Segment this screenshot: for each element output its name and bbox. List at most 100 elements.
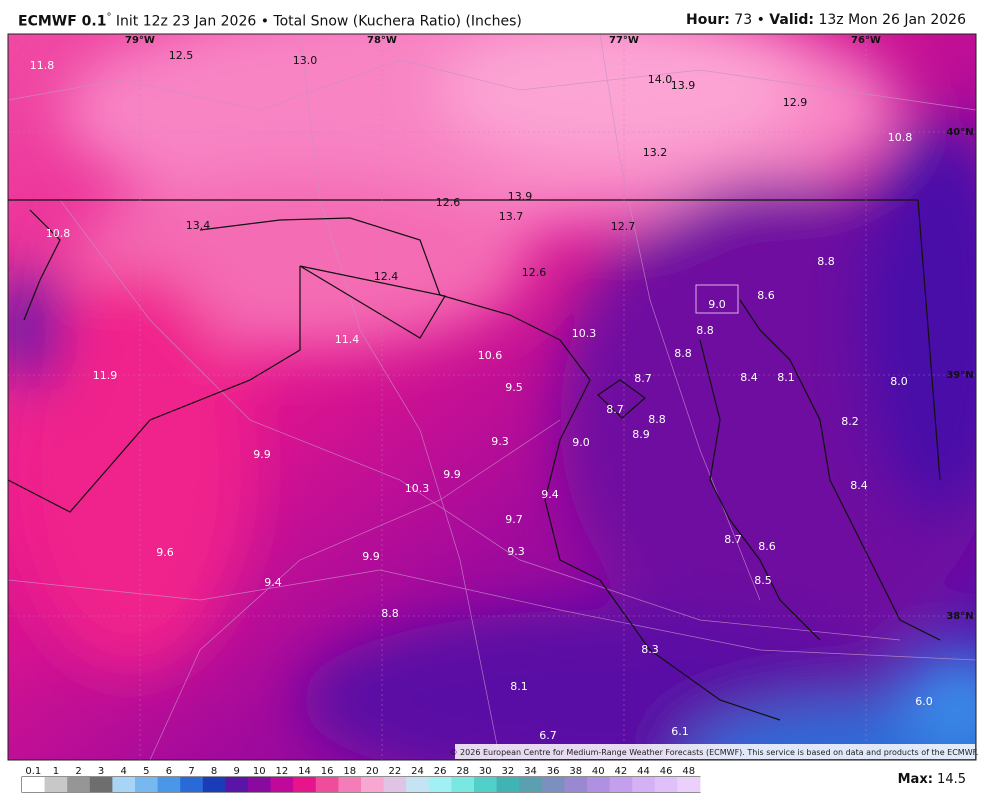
point-value: 13.9 [508,190,533,203]
point-value: 8.4 [850,479,868,492]
colorbar-label: 2 [75,766,81,777]
point-value: 8.8 [381,607,399,620]
colorbar-swatch [428,777,452,792]
colorbar-swatch [270,777,294,792]
point-value: 12.6 [522,266,547,279]
point-value: 6.1 [671,725,689,738]
colorbar-swatch [564,777,588,792]
colorbar-swatch [293,777,317,792]
point-value: 10.3 [405,482,430,495]
point-value: 8.8 [674,347,692,360]
geo-label: 38°N [946,611,973,622]
point-value: 11.8 [30,59,55,72]
colorbar-swatch [541,777,565,792]
point-value: 8.5 [754,574,772,587]
point-value: 9.5 [505,381,523,394]
point-value: 9.9 [362,550,380,563]
point-value: 13.9 [671,79,696,92]
point-value: 10.6 [478,349,503,362]
point-value: 9.6 [156,546,174,559]
colorbar-label: 10 [253,766,266,777]
point-value: 11.4 [335,333,360,346]
colorbar-label: 8 [211,766,217,777]
point-value: 12.7 [611,220,636,233]
colorbar-swatch [44,777,68,792]
point-value: 8.7 [724,533,742,546]
point-value: 9.9 [253,448,271,461]
copyright: © 2026 European Centre for Medium-Range … [450,748,979,757]
hour-label: Hour: [686,12,730,28]
point-value: 13.0 [293,54,318,67]
colorbar-label: 12 [276,766,289,777]
colorbar-label: 38 [569,766,582,777]
colorbar-label: 7 [188,766,194,777]
point-value: 8.1 [510,680,528,693]
colorbar-label: 42 [615,766,628,777]
colorbar-label: 44 [637,766,650,777]
colorbar-label: 3 [98,766,104,777]
point-value: 6.7 [539,729,557,742]
colorbar-label: 20 [366,766,379,777]
colorbar-label: 18 [343,766,356,777]
colorbar-label: 30 [479,766,492,777]
colorbar-swatch [451,777,475,792]
colorbar-label: 48 [682,766,695,777]
point-value: 13.7 [499,210,524,223]
model-name: ECMWF 0.1 [18,13,107,30]
colorbar-label: 14 [298,766,311,777]
colorbar-label: 28 [456,766,469,777]
point-value: 9.0 [572,436,590,449]
colorbar-swatch [406,777,430,792]
colorbar-label: 32 [502,766,515,777]
colorbar-swatch [496,777,520,792]
geo-label: 40°N [946,127,973,138]
degree: ° [106,12,112,23]
colorbar-swatch [338,777,362,792]
point-value: 8.4 [740,371,758,384]
geo-label: 76°W [851,35,881,46]
header-right: Hour: 73 • Valid: 13z Mon 26 Jan 2026 [686,12,966,28]
point-value: 12.4 [374,270,399,283]
point-value: 12.6 [436,196,461,209]
colorbar-label: 4 [121,766,127,777]
colorbar-label: 34 [524,766,537,777]
point-value: 8.8 [817,255,835,268]
point-value: 8.7 [634,372,652,385]
point-value: 9.3 [491,435,509,448]
colorbar-swatch [225,777,249,792]
colorbar-swatch [632,777,656,792]
colorbar-swatch [112,777,136,792]
colorbar-label: 6 [166,766,172,777]
point-value: 8.6 [757,289,775,302]
point-value: 9.4 [541,488,559,501]
colorbar-swatch [180,777,204,792]
colorbar-swatch [587,777,611,792]
point-value: 9.7 [505,513,523,526]
colorbar-swatch [609,777,633,792]
colorbar-swatch [315,777,339,792]
point-value: 9.9 [443,468,461,481]
max-value: 14.5 [932,772,966,787]
colorbar-swatch [654,777,678,792]
point-value: 11.9 [93,369,118,382]
colorbar-swatch [157,777,181,792]
point-value: 8.1 [777,371,795,384]
point-value: 6.0 [915,695,933,708]
colorbar-swatch [89,777,113,792]
colorbar-swatch [135,777,159,792]
colorbar-label: 16 [321,766,334,777]
point-value: 8.8 [696,324,714,337]
colorbar-swatch [202,777,226,792]
point-value: 8.2 [841,415,859,428]
point-value: 12.9 [783,96,808,109]
colorbar-label: 5 [143,766,149,777]
colorbar-swatch [474,777,498,792]
valid-value: 13z Mon 26 Jan 2026 [814,12,966,28]
point-value: 9.4 [264,576,282,589]
colorbar-swatch [248,777,272,792]
point-value: 12.5 [169,49,194,62]
point-value: 10.8 [46,227,71,240]
point-value: 8.6 [758,540,776,553]
